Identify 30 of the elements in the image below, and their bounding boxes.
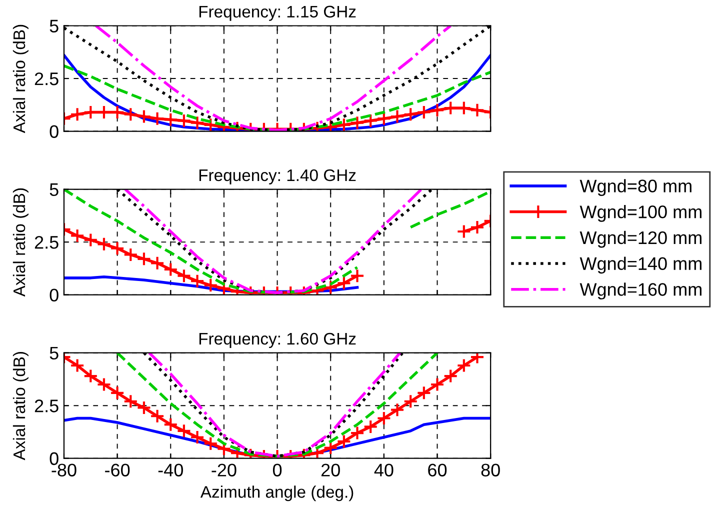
x-tick-label: 80 xyxy=(481,464,500,476)
y-axis-title: Axial ratio (dB) xyxy=(12,24,28,134)
y-tick-label: 0 xyxy=(50,452,58,466)
legend-label: Wgnd=100 mm xyxy=(580,205,702,222)
legend-label: Wgnd=140 mm xyxy=(580,256,702,274)
y-tick-label: 5 xyxy=(50,346,58,360)
legend-label: Wgnd=120 mm xyxy=(580,230,702,248)
y-tick-label: 5 xyxy=(50,20,58,32)
chart-title: Frequency: 1.60 GHz xyxy=(199,332,356,348)
y-axis-title: Axial ratio (dB) xyxy=(12,352,28,460)
x-tick-label: 40 xyxy=(374,464,394,476)
chart-title: Frequency: 1.15 GHz xyxy=(199,6,356,21)
x-tick-label: -20 xyxy=(212,464,236,476)
x-tick-label: 60 xyxy=(428,464,447,476)
y-tick-label: 2.5 xyxy=(34,72,58,86)
y-tick-label: 2.5 xyxy=(34,400,58,412)
chart-title: Frequency: 1.40 GHz xyxy=(199,169,356,184)
x-tick-label: -40 xyxy=(158,464,183,476)
y-axis-title: Axial ratio (dB) xyxy=(12,188,28,297)
x-tick-label: -80 xyxy=(52,464,76,476)
x-tick-label: 0 xyxy=(272,464,282,476)
legend-label: Wgnd=160 mm xyxy=(580,282,702,300)
y-tick-label: 2.5 xyxy=(34,236,58,249)
y-tick-label: 0 xyxy=(50,288,58,302)
x-axis-title: Azimuth angle (deg.) xyxy=(200,486,354,502)
legend-label: Wgnd=80 mm xyxy=(580,179,692,196)
x-tick-label: 20 xyxy=(321,464,340,476)
x-tick-label: -60 xyxy=(105,464,130,476)
y-tick-label: 5 xyxy=(50,183,58,196)
y-tick-label: 0 xyxy=(50,125,58,138)
